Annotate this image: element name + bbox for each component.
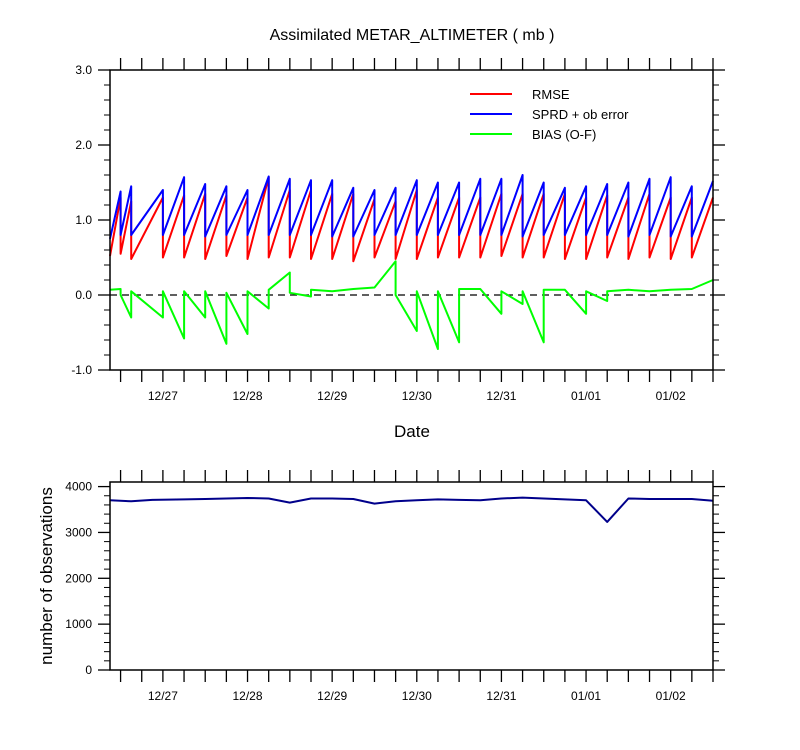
x-tick-label: 01/01 (571, 389, 601, 403)
x-tick-label: 12/28 (233, 689, 263, 703)
legend-label: SPRD + ob error (532, 107, 629, 122)
x-tick-label: 12/27 (148, 689, 178, 703)
y-tick-label: 2.0 (75, 138, 92, 152)
observations-panel: 0 1000 2000 3000 4000 12/27 12/28 12/29 12/30 12/… (37, 470, 725, 703)
y-tick-label: 0 (85, 663, 92, 677)
observation-count-line (109, 496, 714, 523)
x-tick-label: 12/28 (233, 389, 263, 403)
y-tick-label: -1.0 (71, 363, 92, 377)
rmse-spread-bias-panel: Assimilated METAR_ALTIMETER ( mb ) -1.0 0… (71, 27, 725, 441)
legend-label: RMSE (532, 87, 570, 102)
y-axis-title-observations: number of observations (37, 487, 56, 665)
y-tick-label: 1.0 (75, 213, 92, 227)
x-tick-label: 12/31 (486, 389, 516, 403)
bottom-panel-series (109, 496, 714, 523)
x-tick-label: 12/30 (402, 689, 432, 703)
x-tick-label: 12/27 (148, 389, 178, 403)
x-tick-label: 12/31 (486, 689, 516, 703)
x-tick-label: 01/02 (656, 389, 686, 403)
x-tick-label: 01/02 (656, 689, 686, 703)
chart-title: Assimilated METAR_ALTIMETER ( mb ) (270, 27, 555, 44)
series-line-bias-o-f (109, 260, 714, 350)
bottom-plot-frame (109, 481, 714, 671)
top-panel-ticks: -1.0 0.0 1.0 2.0 3.0 12/27 12/28 12/29 12/30 12/3… (71, 58, 725, 403)
series-line-sprd-ob-error (109, 174, 714, 240)
x-tick-label: 12/29 (317, 389, 347, 403)
y-tick-label: 1000 (65, 617, 92, 631)
legend-label: BIAS (O-F) (532, 127, 596, 142)
y-tick-label: 2000 (65, 571, 92, 585)
x-tick-label: 12/29 (317, 689, 347, 703)
y-tick-label: 4000 (65, 480, 92, 494)
bottom-panel-ticks: 0 1000 2000 3000 4000 12/27 12/28 12/29 12/30 12/… (65, 470, 725, 703)
x-axis-title: Date (394, 422, 430, 441)
top-plot-frame (109, 69, 714, 371)
y-tick-label: 3.0 (75, 63, 92, 77)
y-tick-label: 3000 (65, 525, 92, 539)
top-panel-series (109, 174, 714, 350)
legend: RMSE SPRD + ob error BIAS (O-F) (470, 87, 629, 142)
y-tick-label: 0.0 (75, 288, 92, 302)
x-tick-label: 01/01 (571, 689, 601, 703)
series-line-rmse (109, 176, 714, 263)
x-tick-label: 12/30 (402, 389, 432, 403)
